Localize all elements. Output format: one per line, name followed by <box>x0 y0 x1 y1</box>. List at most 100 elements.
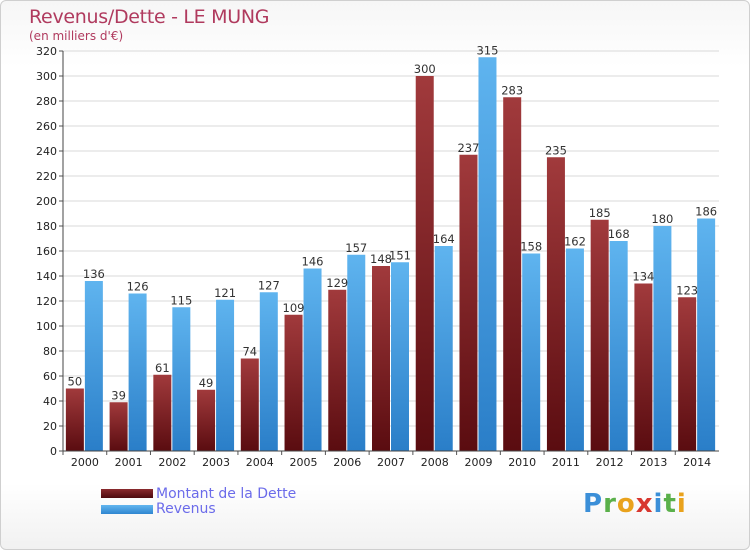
bar-dette <box>197 389 216 451</box>
logo-letter: x <box>635 489 654 519</box>
data-label: 164 <box>433 232 455 246</box>
y-tick-label: 160 <box>36 245 57 258</box>
x-tick-label: 2008 <box>421 456 449 469</box>
data-label: 157 <box>345 241 367 255</box>
y-tick-label: 80 <box>43 345 57 358</box>
bar-revenus <box>609 241 628 451</box>
bar-dette <box>109 402 128 451</box>
bar-revenus <box>347 254 366 451</box>
x-tick-label: 2010 <box>508 456 536 469</box>
logo-letter: o <box>616 489 636 519</box>
data-label: 186 <box>695 205 717 219</box>
chart-subtitle: (en milliers d'€) <box>29 29 124 43</box>
x-tick-label: 2000 <box>71 456 99 469</box>
x-tick-label: 2001 <box>115 456 143 469</box>
bar-dette <box>328 289 347 451</box>
x-tick-label: 2004 <box>246 456 274 469</box>
y-tick-label: 300 <box>36 70 57 83</box>
data-label: 39 <box>111 388 126 402</box>
y-tick-label: 20 <box>43 420 57 433</box>
x-tick-label: 2003 <box>202 456 230 469</box>
data-label: 50 <box>68 375 83 389</box>
x-tick-label: 2011 <box>552 456 580 469</box>
data-label: 136 <box>83 267 105 281</box>
bar-revenus <box>478 57 497 451</box>
data-label: 146 <box>302 255 324 269</box>
x-tick-label: 2012 <box>596 456 624 469</box>
y-tick-label: 40 <box>43 395 57 408</box>
bar-dette <box>415 76 434 451</box>
bar-revenus <box>697 218 716 451</box>
x-tick-label: 2009 <box>464 456 492 469</box>
bar-revenus <box>653 226 672 451</box>
data-label: 123 <box>676 283 698 297</box>
legend-label-dette: Montant de la Dette <box>156 486 297 502</box>
y-tick-label: 140 <box>36 270 57 283</box>
data-label: 127 <box>258 278 280 292</box>
bar-revenus <box>303 268 322 451</box>
y-tick-label: 260 <box>36 120 57 133</box>
logo-letter: t <box>663 489 677 519</box>
data-label: 121 <box>214 286 236 300</box>
data-label: 126 <box>127 280 149 294</box>
bar-revenus <box>84 281 103 451</box>
bar-dette <box>284 314 303 451</box>
y-tick-label: 60 <box>43 370 57 383</box>
data-label: 148 <box>370 252 392 266</box>
bar-revenus <box>216 299 235 451</box>
bar-revenus <box>128 293 147 451</box>
data-label: 61 <box>155 361 170 375</box>
bar-dette <box>65 388 84 451</box>
logo-letter: i <box>676 489 687 519</box>
data-label: 168 <box>608 227 630 241</box>
data-label: 151 <box>389 248 411 262</box>
bar-dette <box>459 154 478 451</box>
data-label: 129 <box>326 276 348 290</box>
y-tick-label: 180 <box>36 220 57 233</box>
bar-dette <box>503 97 522 451</box>
data-label: 74 <box>242 345 257 359</box>
legend-swatch-revenus <box>101 505 153 514</box>
logo-letter: P <box>583 489 604 519</box>
bar-revenus <box>391 262 409 451</box>
data-label: 115 <box>170 293 192 307</box>
bar-dette <box>634 283 653 451</box>
data-label: 300 <box>414 62 436 76</box>
data-label: 49 <box>199 376 214 390</box>
proxiti-logo: Proxiti <box>583 489 687 519</box>
x-tick-label: 2006 <box>333 456 361 469</box>
bar-dette <box>240 358 259 451</box>
bar-revenus <box>259 292 278 451</box>
data-label: 134 <box>632 270 654 284</box>
data-label: 283 <box>501 83 523 97</box>
x-tick-label: 2014 <box>683 456 711 469</box>
bar-revenus <box>434 246 453 451</box>
bar-revenus <box>522 253 541 451</box>
y-tick-label: 220 <box>36 170 57 183</box>
data-label: 180 <box>651 212 673 226</box>
legend-label-revenus: Revenus <box>156 501 216 517</box>
bar-revenus <box>565 248 584 451</box>
y-tick-label: 100 <box>36 320 57 333</box>
x-tick-label: 2005 <box>290 456 318 469</box>
legend-swatch-dette <box>101 489 153 498</box>
data-label: 162 <box>564 235 586 249</box>
data-label: 109 <box>283 301 305 315</box>
y-tick-label: 320 <box>36 45 57 58</box>
axes: 0 20 40 60 80 100 120 140 160 180 200 220 240 260 280 3… <box>36 45 719 469</box>
y-tick-label: 240 <box>36 145 57 158</box>
y-tick-label: 120 <box>36 295 57 308</box>
logo-letter: r <box>603 489 617 519</box>
x-tick-label: 2013 <box>639 456 667 469</box>
bar-dette <box>372 266 390 451</box>
y-tick-label: 280 <box>36 95 57 108</box>
data-label: 235 <box>545 143 567 157</box>
bar-revenus <box>172 307 191 451</box>
data-label: 237 <box>457 141 479 155</box>
logo-letter: i <box>653 489 664 519</box>
bar-dette <box>546 157 565 451</box>
x-tick-label: 2007 <box>377 456 405 469</box>
data-label: 185 <box>589 206 611 220</box>
